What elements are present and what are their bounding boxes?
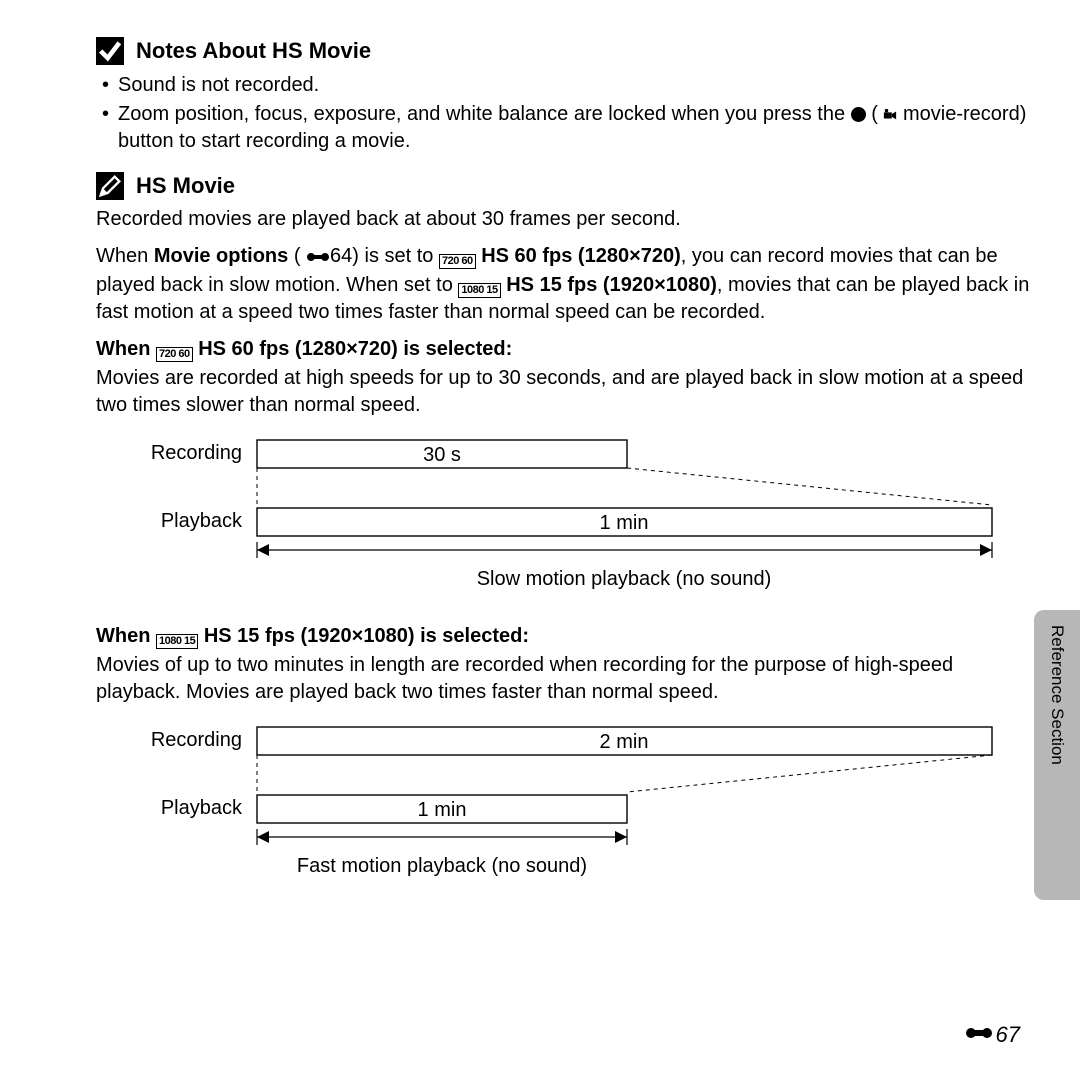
movie-camera-icon <box>883 103 897 117</box>
record-dot-icon <box>851 107 866 122</box>
side-label: Reference Section <box>1045 625 1068 765</box>
rec-label: Recording <box>151 442 242 464</box>
play-val: 1 min <box>600 512 649 534</box>
notes-heading: Notes About HS Movie <box>96 36 1032 66</box>
sub1-desc: Movies are recorded at high speeds for u… <box>96 365 1032 419</box>
hs-title: HS Movie <box>136 171 235 201</box>
sub1-heading: When 720 60 HS 60 fps (1280×720) is sele… <box>96 336 1032 363</box>
play-label: Playback <box>161 797 243 819</box>
play-label: Playback <box>161 510 243 532</box>
diagram-slowmo: Recording 30 s Playback 1 min Slow motio… <box>132 437 1032 605</box>
sub2-desc: Movies of up to two minutes in length ar… <box>96 652 1032 706</box>
res-720-icon: 720 60 <box>439 254 476 269</box>
notes-title: Notes About HS Movie <box>136 36 371 66</box>
check-icon <box>96 37 124 65</box>
rec-val: 30 s <box>423 444 461 466</box>
notes-bullet: Sound is not recorded. <box>102 72 1032 99</box>
page-number: 67 <box>964 1020 1020 1050</box>
sub2-heading: When 1080 15 HS 15 fps (1920×1080) is se… <box>96 623 1032 650</box>
caption: Slow motion playback (no sound) <box>477 568 772 590</box>
notes-list: Sound is not recorded. Zoom position, fo… <box>96 72 1032 155</box>
hs-intro: Recorded movies are played back at about… <box>96 206 1032 233</box>
diagram-fastmo: Recording 2 min Playback 1 min Fast moti… <box>132 724 1032 892</box>
page-ref-icon <box>964 1020 994 1050</box>
res-720-icon: 720 60 <box>156 347 193 362</box>
res-1080-icon: 1080 15 <box>458 283 500 298</box>
rec-label: Recording <box>151 729 242 751</box>
caption: Fast motion playback (no sound) <box>297 855 587 877</box>
cross-ref-icon <box>306 245 330 272</box>
pencil-icon <box>96 172 124 200</box>
notes-bullet: Zoom position, focus, exposure, and whit… <box>102 101 1032 155</box>
play-val: 1 min <box>418 799 467 821</box>
res-1080-icon: 1080 15 <box>156 634 198 649</box>
rec-val: 2 min <box>600 731 649 753</box>
hs-para1: When Movie options ( 64) is set to 720 6… <box>96 243 1032 326</box>
hs-heading: HS Movie <box>96 171 1032 201</box>
